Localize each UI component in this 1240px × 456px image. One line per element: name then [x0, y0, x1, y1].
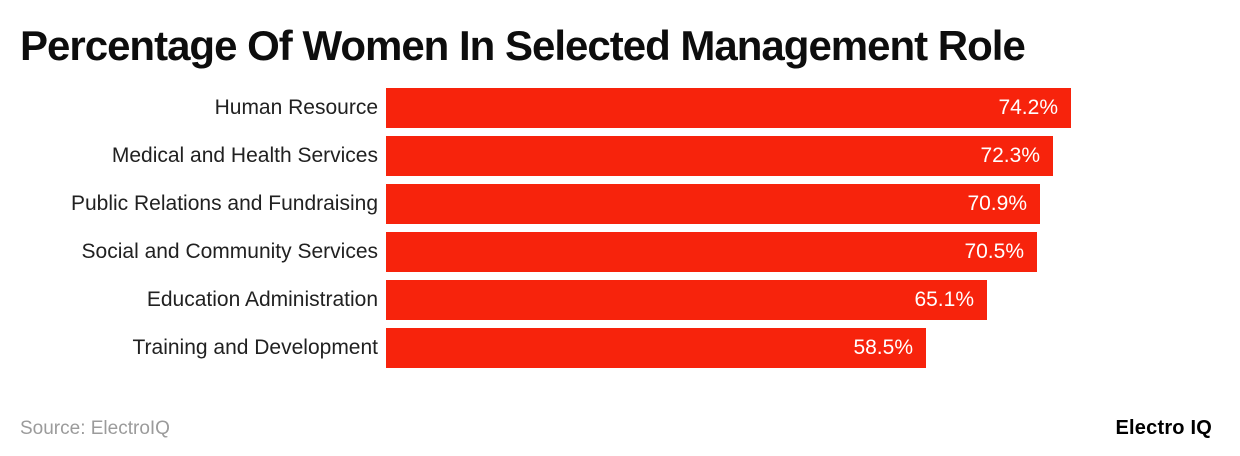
brand-logo: Electro IQ: [1115, 417, 1212, 439]
chart-row: Social and Community Services 70.5%: [0, 232, 1240, 272]
bar: 74.2%: [386, 88, 1071, 128]
category-label: Human Resource: [214, 96, 378, 119]
chart-row: Medical and Health Services 72.3%: [0, 136, 1240, 176]
category-label: Training and Development: [132, 336, 378, 359]
category-label: Medical and Health Services: [111, 144, 378, 167]
chart-row: Education Administration 65.1%: [0, 280, 1240, 320]
source-attribution: Source: ElectroIQ: [20, 418, 170, 439]
chart-row: Human Resource 74.2%: [0, 88, 1240, 128]
category-label: Education Administration: [146, 288, 378, 311]
category-label: Public Relations and Fundraising: [70, 192, 378, 215]
bar: 70.9%: [386, 184, 1040, 224]
chart-row: Training and Development 58.5%: [0, 328, 1240, 368]
value-label: 74.2%: [998, 96, 1058, 119]
bar-track: 72.3%: [386, 136, 1240, 176]
value-label: 72.3%: [980, 144, 1040, 167]
bar: 70.5%: [386, 232, 1037, 272]
chart-footer: Source: ElectroIQ Electro IQ: [0, 417, 1240, 440]
value-label: 70.5%: [964, 240, 1024, 263]
bar-track: 65.1%: [386, 280, 1240, 320]
bar-track: 58.5%: [386, 328, 1240, 368]
chart-row: Public Relations and Fundraising 70.9%: [0, 184, 1240, 224]
value-label: 65.1%: [914, 288, 974, 311]
bar-track: 70.5%: [386, 232, 1240, 272]
bar-track: 74.2%: [386, 88, 1240, 128]
bar: 65.1%: [386, 280, 987, 320]
bar-chart: Human Resource 74.2% Medical and Health …: [0, 88, 1240, 376]
chart-title: Percentage Of Women In Selected Manageme…: [20, 22, 1026, 69]
category-label: Social and Community Services: [81, 240, 378, 263]
bar-track: 70.9%: [386, 184, 1240, 224]
bar: 72.3%: [386, 136, 1053, 176]
value-label: 58.5%: [853, 336, 913, 359]
value-label: 70.9%: [967, 192, 1027, 215]
bar: 58.5%: [386, 328, 926, 368]
